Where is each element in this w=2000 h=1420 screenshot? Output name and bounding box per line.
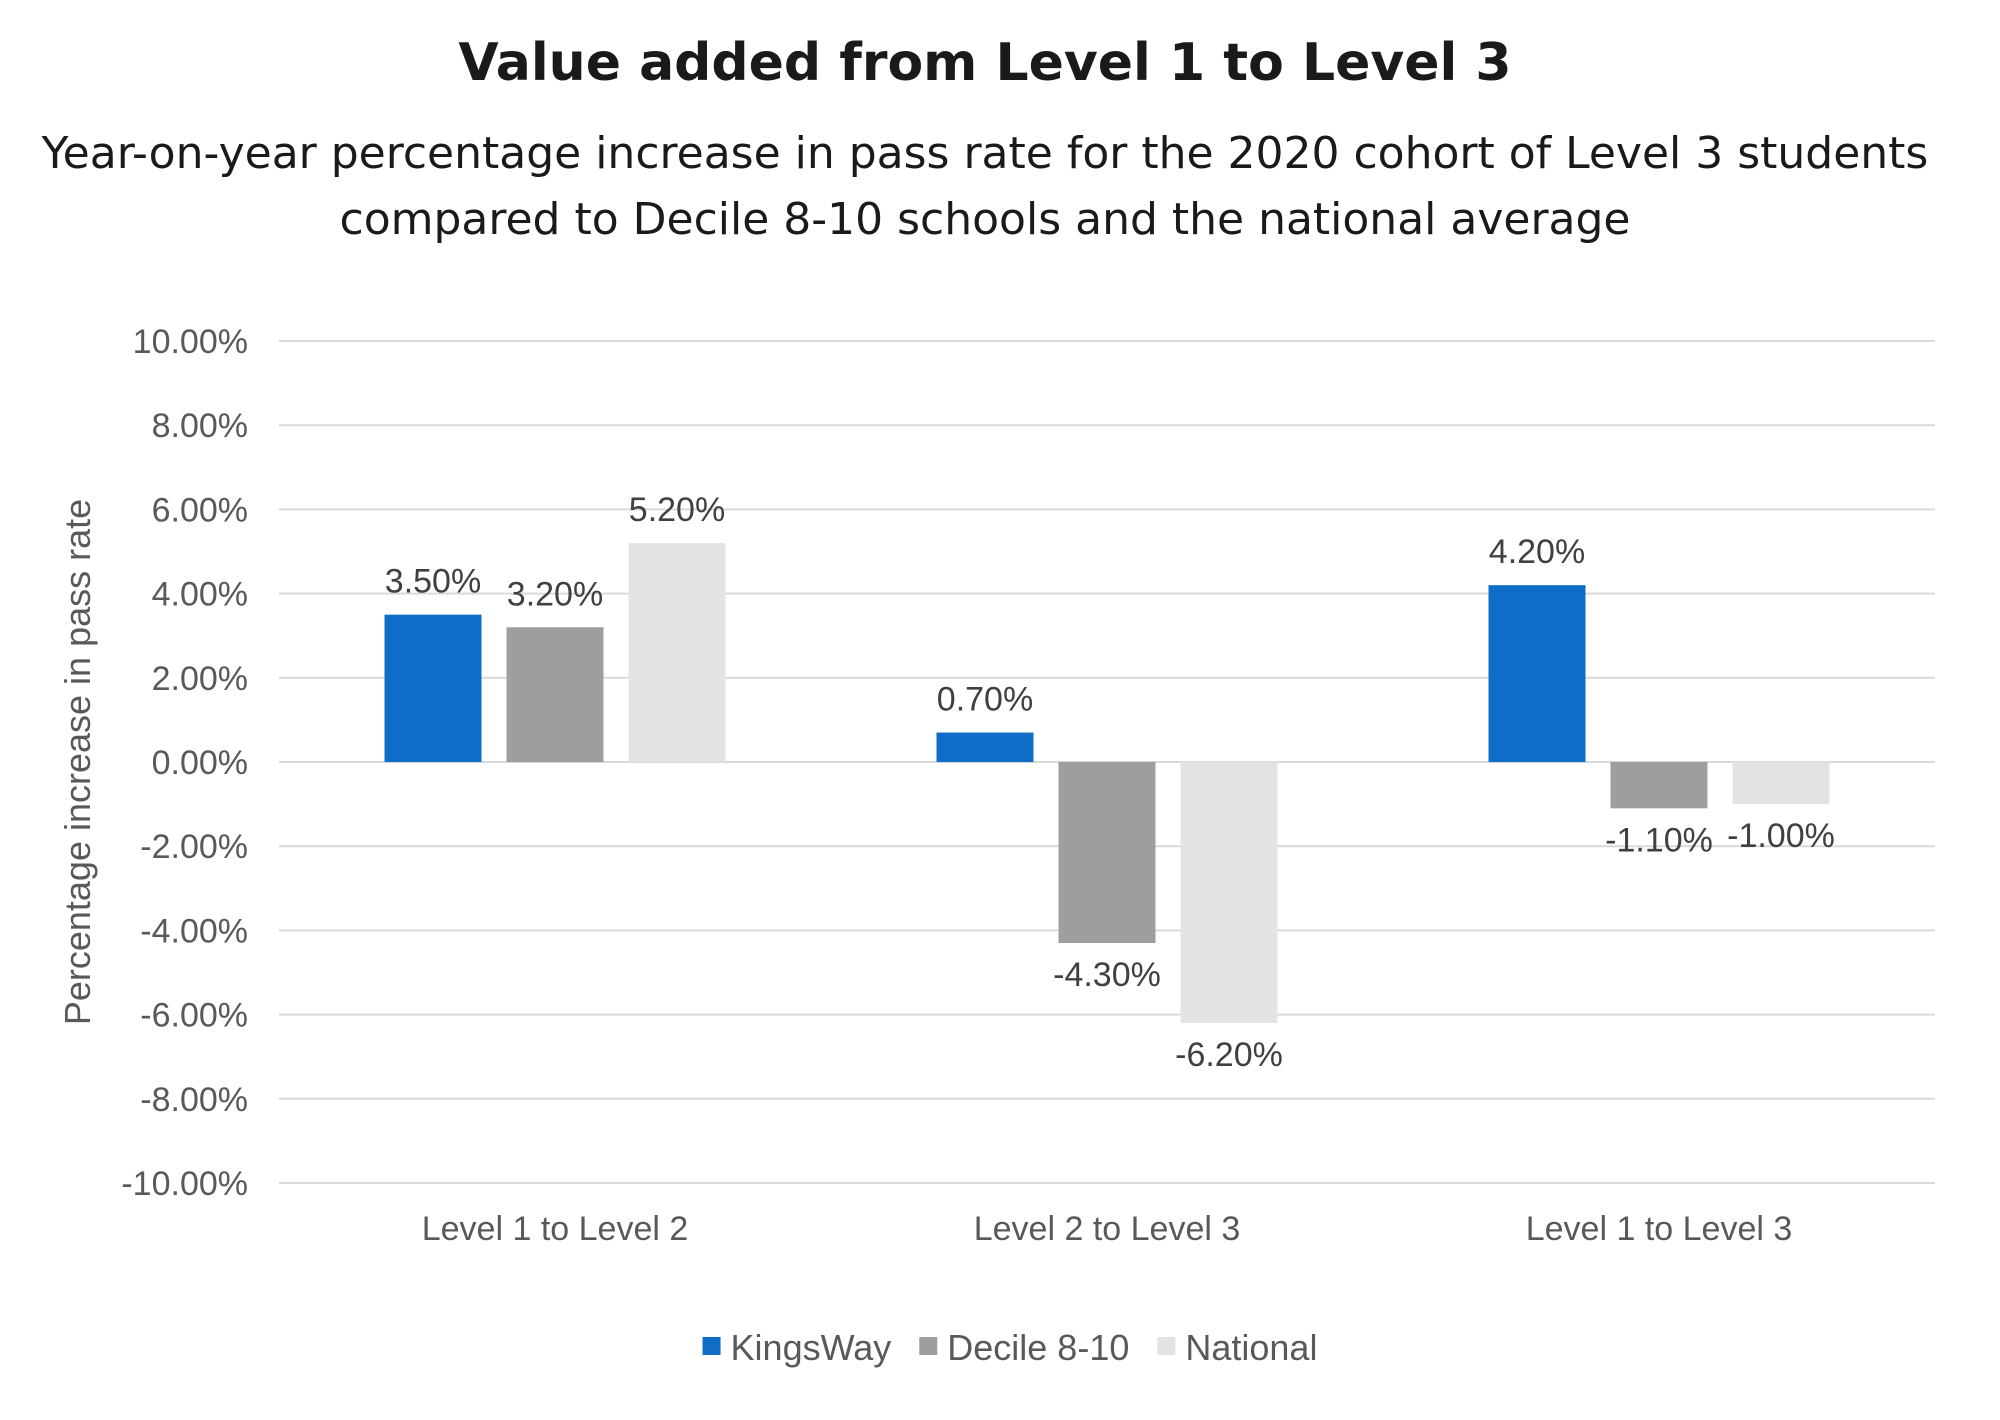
bar-kingsway bbox=[936, 732, 1034, 762]
bar-decile-8-10 bbox=[1610, 762, 1708, 809]
data-label: 5.20% bbox=[629, 491, 725, 529]
data-label: 0.70% bbox=[937, 681, 1033, 719]
y-tick-label: 2.00% bbox=[152, 660, 248, 698]
legend-swatch bbox=[919, 1337, 938, 1355]
legend-label: KingsWay bbox=[731, 1327, 892, 1368]
bar-kingsway bbox=[1488, 585, 1586, 762]
x-category-label: Level 1 to Level 3 bbox=[1526, 1210, 1793, 1248]
y-tick-label: 8.00% bbox=[152, 407, 248, 445]
category-labels: Level 1 to Level 2 Level 2 to Level 3 Leve… bbox=[422, 1210, 1793, 1248]
data-label: -1.00% bbox=[1727, 817, 1835, 855]
y-tick-label: -4.00% bbox=[140, 912, 248, 950]
y-axis-ticks: 10.00% 8.00% 6.00% 4.00% 2.00% 0.00% -2.00% -4.… bbox=[121, 323, 248, 1203]
y-tick-label: 6.00% bbox=[152, 491, 248, 529]
legend-label: National bbox=[1185, 1327, 1317, 1368]
y-tick-label: 10.00% bbox=[133, 323, 248, 361]
bars bbox=[384, 543, 1830, 1024]
data-label: 3.50% bbox=[385, 563, 481, 601]
data-label: -4.30% bbox=[1053, 956, 1161, 994]
legend-label: Decile 8-10 bbox=[947, 1327, 1129, 1368]
x-category-label: Level 1 to Level 2 bbox=[422, 1210, 689, 1248]
data-label: 3.20% bbox=[507, 575, 603, 613]
y-tick-label: -8.00% bbox=[140, 1081, 248, 1119]
data-label: 4.20% bbox=[1489, 533, 1585, 571]
bar-decile-8-10 bbox=[1058, 762, 1156, 944]
legend-swatch bbox=[702, 1337, 721, 1355]
y-tick-label: -10.00% bbox=[121, 1165, 248, 1203]
y-tick-label: 4.00% bbox=[152, 576, 248, 614]
data-label: -6.20% bbox=[1175, 1036, 1283, 1074]
legend-swatch bbox=[1157, 1337, 1176, 1355]
y-tick-label: -6.00% bbox=[140, 997, 248, 1035]
bar-national bbox=[628, 543, 726, 762]
x-category-label: Level 2 to Level 3 bbox=[974, 1210, 1241, 1248]
data-label: -1.10% bbox=[1605, 821, 1713, 859]
bar-decile-8-10 bbox=[506, 627, 604, 762]
chart-title: Value added from Level 1 to Level 3 bbox=[458, 33, 1511, 93]
gridlines bbox=[279, 340, 1935, 1184]
chart-subtitle-line-1: Year-on-year percentage increase in pass… bbox=[41, 128, 1929, 179]
bar-national bbox=[1180, 762, 1278, 1024]
legend: KingsWay Decile 8-10 National bbox=[702, 1327, 1317, 1368]
bar-kingsway bbox=[384, 614, 482, 762]
chart-subtitle-line-2: compared to Decile 8-10 schools and the … bbox=[340, 194, 1631, 245]
y-tick-label: -2.00% bbox=[140, 828, 248, 866]
y-tick-label: 0.00% bbox=[152, 744, 248, 782]
data-labels: 3.50% 3.20% 5.20% 0.70% -4.30% -6.20% 4.20% -1.… bbox=[385, 491, 1835, 1074]
bar-national bbox=[1732, 762, 1830, 805]
y-axis-label: Percentage increase in pass rate bbox=[57, 499, 98, 1025]
